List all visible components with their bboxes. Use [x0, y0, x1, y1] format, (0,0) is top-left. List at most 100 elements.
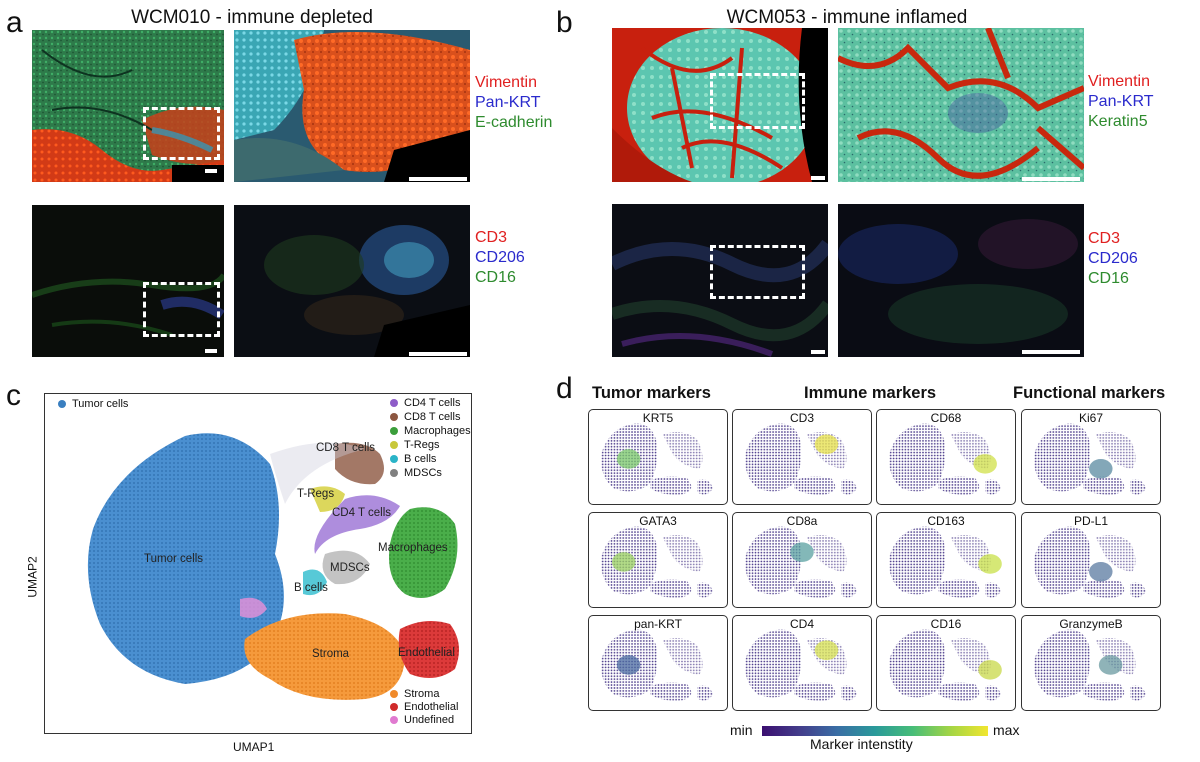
- legend-mdscs: MDSCs: [390, 467, 442, 479]
- marker-umap: [600, 423, 713, 495]
- legend-dot: [390, 455, 398, 463]
- cluster-label-cd4: CD4 T cells: [332, 507, 392, 519]
- wcm010-zoom-immune-image: [234, 205, 470, 357]
- channel-legend: CD3 CD206 CD16: [475, 228, 525, 288]
- channel-label: Vimentin: [1088, 73, 1150, 90]
- legend-label: Macrophages: [404, 425, 471, 437]
- legend-dot: [390, 469, 398, 477]
- group-title-functional: Functional markers: [1013, 384, 1166, 402]
- scale-bar: [409, 352, 467, 356]
- legend-label: Tumor cells: [72, 398, 129, 410]
- marker-name: GranzymeB: [1059, 617, 1123, 631]
- marker-name: GATA3: [639, 514, 677, 528]
- umap-ylabel: UMAP2: [25, 556, 40, 598]
- panel-a-title: WCM010 - immune depleted: [131, 7, 373, 28]
- legend-macro: Macrophages: [390, 425, 471, 437]
- channel-label: CD3: [1088, 230, 1121, 247]
- marker-umap-panel: PD-L1: [1021, 512, 1161, 608]
- marker-umap: [1033, 629, 1146, 701]
- legend-label: Endothelial: [404, 701, 459, 713]
- legend-dot: [390, 399, 398, 407]
- marker-umap-panel: CD3: [732, 409, 872, 505]
- colorbar-max: max: [993, 722, 1020, 738]
- wcm010-zoom-tumor-image: [234, 30, 470, 182]
- marker-name: CD68: [930, 411, 962, 425]
- channel-label: CD206: [475, 249, 525, 266]
- legend-label: CD4 T cells: [404, 397, 461, 409]
- legend-label: B cells: [404, 453, 437, 465]
- marker-umap-panel: KRT5: [588, 409, 728, 505]
- channel-label: CD16: [1088, 270, 1129, 287]
- panel-c-label: c: [6, 379, 21, 412]
- channel-label: Pan-KRT: [1088, 93, 1154, 110]
- undefined-cluster: [240, 597, 267, 618]
- cd4-cluster: [314, 495, 400, 554]
- colorbar-title: Marker intenstity: [810, 736, 913, 752]
- cluster-label-mdsc: MDSCs: [330, 562, 370, 574]
- scale-bar: [205, 169, 217, 173]
- legend-label: Stroma: [404, 688, 440, 700]
- legend-label: T-Regs: [404, 439, 440, 451]
- marker-umap-panel: CD4: [732, 615, 872, 711]
- marker-umap: [888, 526, 1002, 598]
- tumor-cluster: [87, 433, 284, 684]
- cluster-label-tregs: T-Regs: [297, 488, 335, 500]
- marker-name: CD8a: [786, 514, 818, 528]
- colorbar: [762, 726, 988, 736]
- channel-label: CD16: [475, 269, 516, 286]
- legend-label: Undefined: [404, 714, 455, 726]
- marker-name: pan-KRT: [634, 617, 682, 631]
- marker-name: CD3: [789, 411, 814, 425]
- marker-umap: [888, 629, 1002, 701]
- channel-legend: Vimentin Pan-KRT Keratin5: [1088, 72, 1154, 132]
- marker-umap-panel: Ki67: [1021, 409, 1161, 505]
- marker-umap-panel: CD8a: [732, 512, 872, 608]
- cluster-label-endo: Endothelial: [398, 647, 455, 659]
- marker-umap-panel: CD68: [876, 409, 1016, 505]
- cd8-cluster: [335, 442, 384, 485]
- marker-umap: [744, 629, 857, 701]
- legend-label: CD8 T cells: [404, 411, 461, 423]
- macrophage-cluster: [389, 507, 458, 598]
- panel-d-label: d: [556, 372, 573, 405]
- legend-dot: [390, 413, 398, 421]
- marker-umap-panel: GATA3: [588, 512, 728, 608]
- umap-plot: [44, 393, 472, 734]
- scale-bar: [409, 177, 467, 181]
- legend-label: MDSCs: [404, 467, 442, 479]
- legend-dot: [390, 716, 398, 724]
- legend-endothelial: Endothelial: [390, 701, 458, 713]
- group-title-immune: Immune markers: [804, 384, 937, 402]
- legend-cd8: CD8 T cells: [390, 411, 460, 423]
- marker-umap-panel: CD16: [876, 615, 1016, 711]
- bcell-cluster: [303, 569, 327, 596]
- wcm053-overview-immune-image: [612, 204, 828, 357]
- marker-name: CD4: [789, 617, 814, 631]
- colorbar-min: min: [730, 722, 753, 738]
- mdsc-cluster: [322, 550, 370, 585]
- legend-undefined: Undefined: [390, 714, 454, 726]
- cluster-label-macro: Macrophages: [378, 542, 448, 554]
- marker-name: CD16: [930, 617, 962, 631]
- group-title-tumor: Tumor markers: [592, 384, 711, 402]
- cluster-label-stroma: Stroma: [312, 648, 350, 660]
- marker-name: PD-L1: [1073, 514, 1108, 528]
- marker-umap: [600, 526, 713, 598]
- marker-umap-panel: CD163: [876, 512, 1016, 608]
- wcm053-zoom-tumor-image: [838, 28, 1084, 182]
- channel-label: CD206: [1088, 250, 1138, 267]
- marker-umap: [600, 629, 713, 701]
- panel-b-title: WCM053 - immune inflamed: [726, 7, 968, 28]
- channel-label: Pan-KRT: [475, 94, 541, 111]
- panel-a-label: a: [6, 6, 23, 39]
- legend-cd4: CD4 T cells: [390, 397, 460, 409]
- channel-label: CD3: [475, 229, 508, 246]
- channel-label: Keratin5: [1088, 113, 1148, 130]
- cluster-label-tumor: Tumor cells: [144, 553, 203, 565]
- marker-name: Ki67: [1078, 411, 1104, 425]
- wcm053-overview-tumor-image: [612, 28, 828, 182]
- wcm053-zoom-immune-image: [838, 204, 1084, 357]
- legend-dot: [390, 703, 398, 711]
- legend-bcells: B cells: [390, 453, 436, 465]
- treg-cluster: [310, 486, 345, 512]
